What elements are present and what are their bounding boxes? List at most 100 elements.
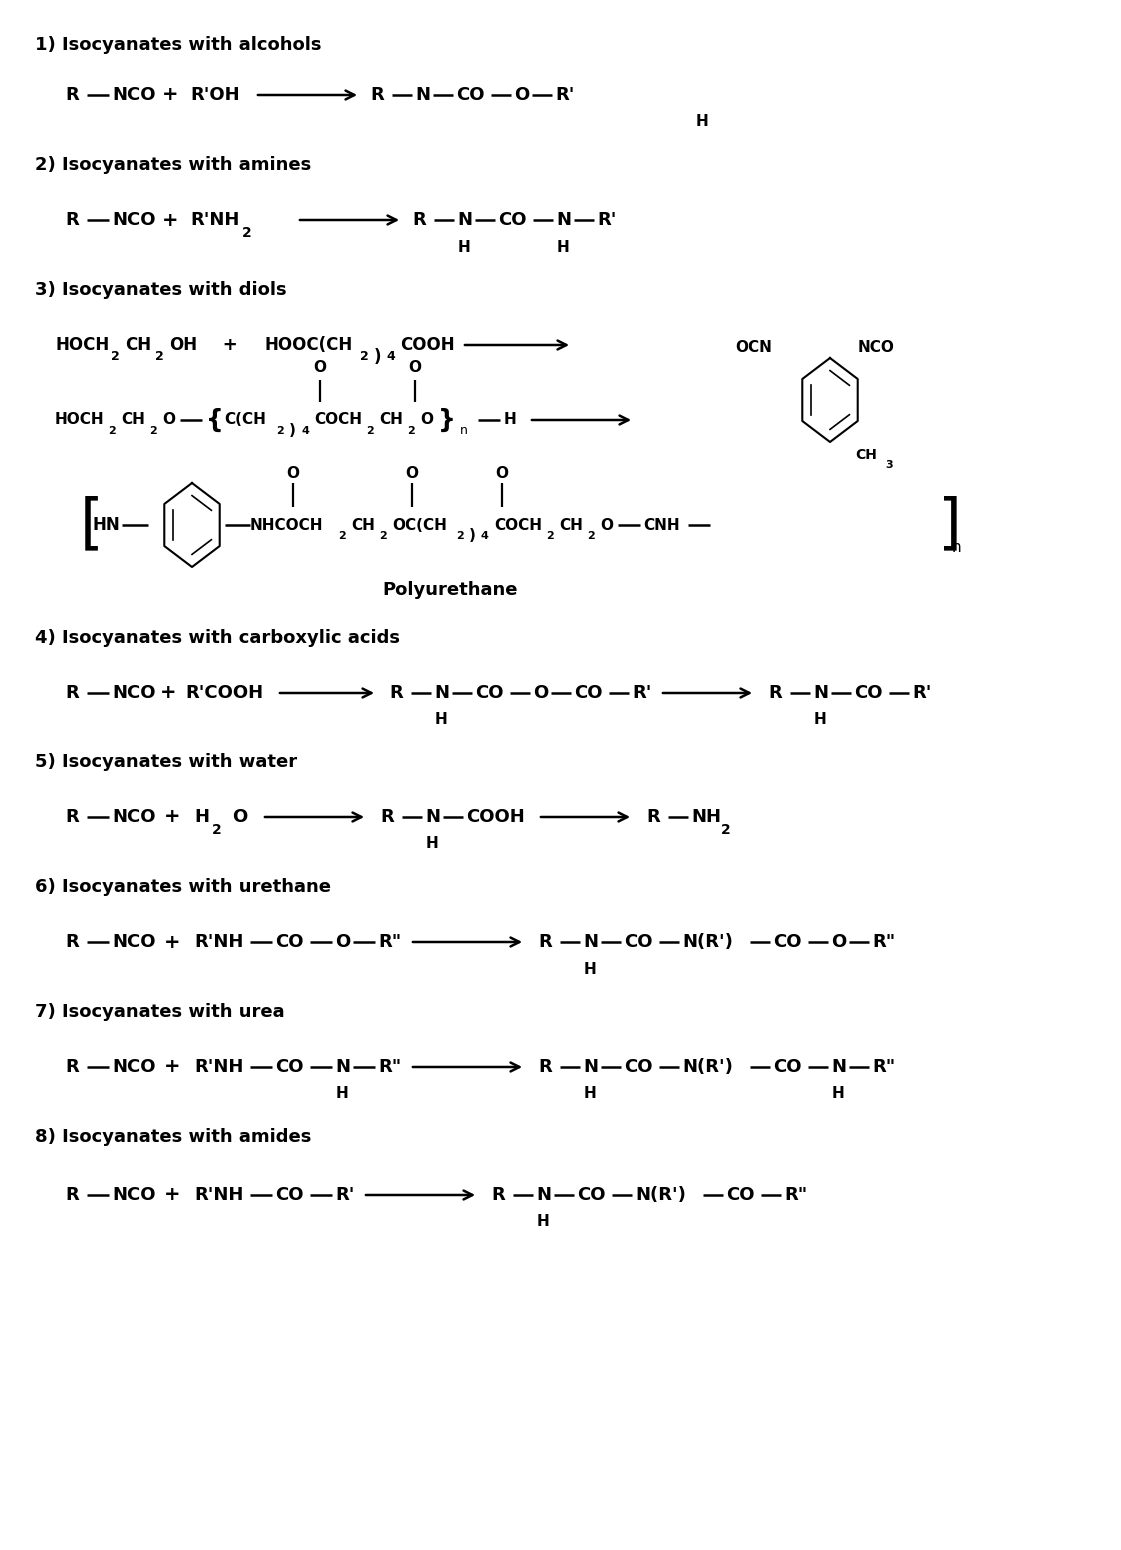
Text: O: O — [286, 465, 299, 480]
Text: +: + — [160, 684, 176, 702]
Text: 2: 2 — [339, 532, 345, 541]
Text: O: O — [163, 412, 175, 428]
Text: HN: HN — [92, 516, 120, 535]
Text: C(CH: C(CH — [224, 412, 266, 428]
Text: CO: CO — [773, 933, 802, 952]
Text: R": R" — [872, 1059, 896, 1076]
Text: H: H — [504, 412, 517, 428]
Text: O: O — [831, 933, 846, 952]
Text: 6) Isocyanates with urethane: 6) Isocyanates with urethane — [35, 877, 331, 896]
Text: OCN: OCN — [735, 341, 772, 355]
Text: R'NH: R'NH — [189, 211, 240, 229]
Text: ): ) — [374, 349, 381, 366]
Text: N: N — [415, 85, 430, 104]
Text: 2: 2 — [365, 426, 373, 436]
Text: 2: 2 — [242, 226, 252, 240]
Text: CO: CO — [498, 211, 527, 229]
Text: Polyurethane: Polyurethane — [382, 581, 518, 598]
Text: O: O — [232, 808, 248, 826]
Text: HOCH: HOCH — [55, 336, 109, 353]
Text: R: R — [65, 1059, 78, 1076]
Text: R: R — [413, 211, 426, 229]
Text: 2: 2 — [379, 532, 387, 541]
Text: CO: CO — [726, 1186, 754, 1204]
Text: ): ) — [289, 423, 296, 439]
Text: N: N — [583, 933, 597, 952]
Text: R: R — [370, 85, 383, 104]
Text: H: H — [335, 1087, 349, 1102]
Text: N: N — [831, 1059, 846, 1076]
Text: R: R — [65, 211, 78, 229]
Text: +: + — [164, 808, 180, 826]
Text: N: N — [813, 684, 828, 702]
Text: +: + — [163, 85, 178, 104]
Text: 4: 4 — [481, 532, 489, 541]
Text: 2: 2 — [360, 350, 369, 364]
Text: NHCOCH: NHCOCH — [250, 518, 324, 533]
Text: 1) Isocyanates with alcohols: 1) Isocyanates with alcohols — [35, 36, 322, 54]
Text: H: H — [557, 240, 569, 254]
Text: +: + — [164, 1186, 180, 1204]
Text: R: R — [380, 808, 393, 826]
Text: HOOC(CH: HOOC(CH — [265, 336, 352, 353]
Text: CH: CH — [855, 448, 877, 462]
Text: R": R" — [378, 933, 401, 952]
Text: O: O — [335, 933, 350, 952]
Text: R: R — [768, 684, 781, 702]
Text: +: + — [164, 1057, 180, 1077]
Text: NH: NH — [691, 808, 721, 826]
Text: N(R'): N(R') — [682, 1059, 733, 1076]
Text: N: N — [556, 211, 571, 229]
Text: O: O — [408, 361, 421, 375]
Text: CO: CO — [475, 684, 503, 702]
Text: CNH: CNH — [643, 518, 679, 533]
Text: COCH: COCH — [494, 518, 541, 533]
Text: R: R — [65, 684, 78, 702]
Text: H: H — [814, 713, 826, 727]
Text: n: n — [952, 539, 962, 555]
Text: O: O — [420, 412, 433, 428]
Text: R: R — [65, 85, 78, 104]
Text: R": R" — [784, 1186, 807, 1204]
Text: ]: ] — [938, 496, 962, 555]
Text: CO: CO — [624, 933, 652, 952]
Text: CO: CO — [577, 1186, 605, 1204]
Text: R: R — [389, 684, 402, 702]
Text: O: O — [405, 465, 418, 480]
Text: 7) Isocyanates with urea: 7) Isocyanates with urea — [35, 1003, 285, 1021]
Text: H: H — [537, 1215, 549, 1229]
Text: 5) Isocyanates with water: 5) Isocyanates with water — [35, 753, 297, 770]
Text: R': R' — [632, 684, 651, 702]
Text: CH: CH — [121, 412, 145, 428]
Text: 4) Isocyanates with carboxylic acids: 4) Isocyanates with carboxylic acids — [35, 629, 400, 646]
Text: NCO: NCO — [112, 1059, 156, 1076]
Text: n: n — [460, 425, 467, 437]
Text: CH: CH — [126, 336, 151, 353]
Text: N: N — [425, 808, 441, 826]
Text: N(R'): N(R') — [682, 933, 733, 952]
Text: R: R — [538, 1059, 552, 1076]
Text: CH: CH — [351, 518, 374, 533]
Text: +: + — [204, 336, 238, 353]
Text: [: [ — [80, 496, 104, 555]
Text: R'NH: R'NH — [194, 933, 243, 952]
Text: 2) Isocyanates with amines: 2) Isocyanates with amines — [35, 157, 312, 174]
Text: +: + — [164, 933, 180, 952]
Text: R: R — [65, 808, 78, 826]
Text: COOH: COOH — [466, 808, 525, 826]
Text: R: R — [65, 1186, 78, 1204]
Text: R": R" — [872, 933, 896, 952]
Text: N: N — [457, 211, 472, 229]
Text: NCO: NCO — [112, 684, 156, 702]
Text: NCO: NCO — [112, 933, 156, 952]
Text: COOH: COOH — [400, 336, 455, 353]
Text: CO: CO — [275, 1059, 304, 1076]
Text: N: N — [335, 1059, 350, 1076]
Text: R': R' — [912, 684, 932, 702]
Text: R': R' — [335, 1186, 354, 1204]
Text: 3) Isocyanates with diols: 3) Isocyanates with diols — [35, 281, 287, 299]
Text: ): ) — [469, 529, 476, 544]
Text: CO: CO — [854, 684, 882, 702]
Text: NCO: NCO — [858, 341, 895, 355]
Text: }: } — [438, 408, 456, 432]
